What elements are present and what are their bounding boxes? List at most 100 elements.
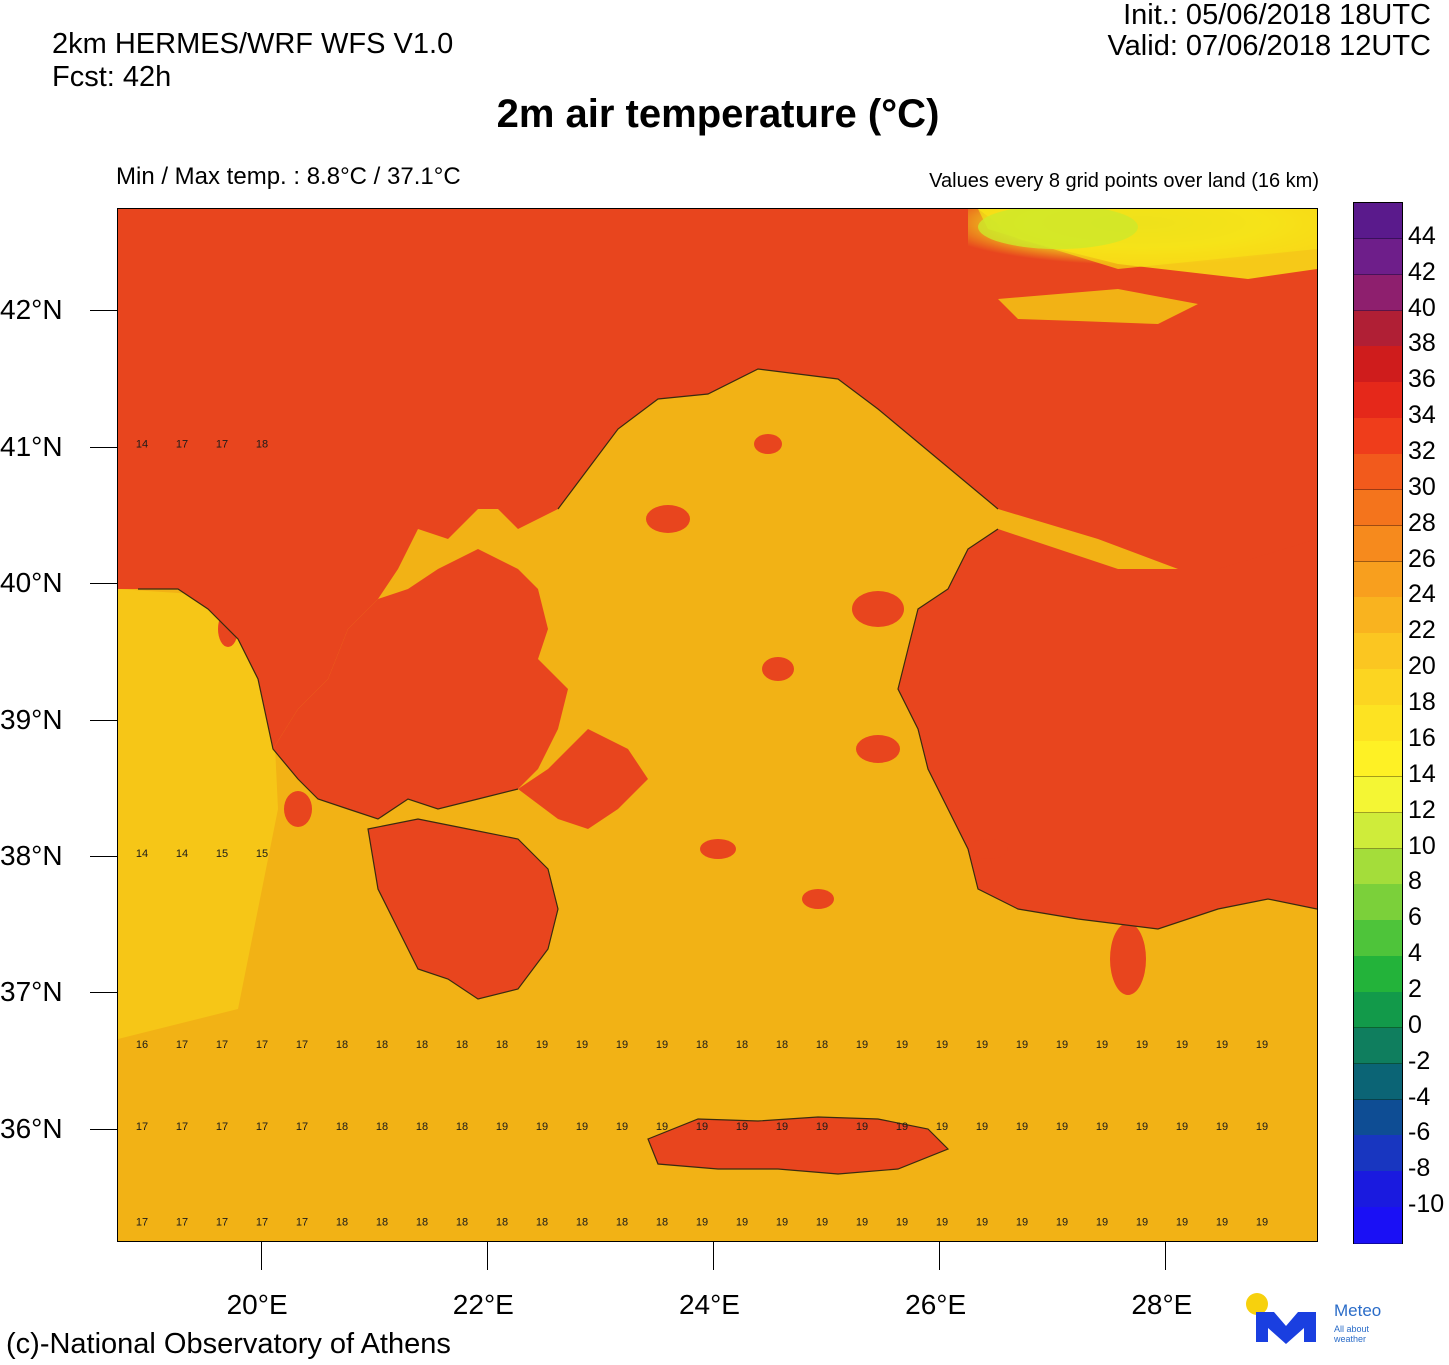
grid-value-label: 19: [656, 1039, 668, 1051]
grid-value-label: 19: [1216, 1121, 1228, 1133]
logo-m-icon: [1256, 1312, 1316, 1344]
grid-value-label: 19: [896, 1121, 908, 1133]
colorbar-label: 0: [1408, 1010, 1422, 1039]
colorbar-label: -4: [1408, 1082, 1431, 1111]
colorbar-label: 10: [1408, 831, 1436, 860]
colorbar-segment: [1354, 848, 1402, 885]
grid-value-label: 19: [1136, 1039, 1148, 1051]
grid-value-label: 19: [496, 1121, 508, 1133]
grid-value-label: 18: [496, 1216, 508, 1228]
cold-core: [978, 209, 1138, 249]
longitude-label: 24°E: [678, 1289, 740, 1320]
colorbar-label: 4: [1408, 939, 1422, 968]
island-kefalonia: [284, 791, 312, 827]
longitude-label: 20°E: [226, 1289, 288, 1320]
coastlines: [138, 368, 1317, 1175]
latitude-tick: [90, 446, 117, 448]
colorbar-segment: [1354, 454, 1402, 491]
attica-euboea: [518, 729, 648, 829]
grid-value-label: 19: [656, 1121, 668, 1133]
min-max-temp: Min / Max temp. : 8.8°C / 37.1°C: [116, 163, 461, 190]
grid-value-label: 19: [936, 1039, 948, 1051]
grid-value-label: 18: [816, 1039, 828, 1051]
longitude-tick: [486, 1242, 488, 1270]
grid-value-label: 19: [1256, 1121, 1268, 1133]
meteo-logo: Meteo All about weather: [1242, 1290, 1402, 1350]
island-rhodes: [1110, 923, 1146, 995]
model-name: 2km HERMES/WRF WFS V1.0: [52, 28, 454, 60]
island-chios: [856, 735, 900, 763]
grid-value-label: 19: [1176, 1121, 1188, 1133]
latitude-tick: [90, 855, 117, 857]
grid-value-label: 19: [976, 1039, 988, 1051]
latitude-label: 40°N: [0, 567, 63, 599]
grid-value-label: 19: [696, 1121, 708, 1133]
grid-value-label: 19: [936, 1121, 948, 1133]
island-naxos: [802, 889, 834, 909]
grid-value-label: 19: [576, 1039, 588, 1051]
mainland-central: [273, 549, 568, 819]
grid-value-label: 19: [896, 1216, 908, 1228]
grid-value-label: 19: [896, 1039, 908, 1051]
grid-value-label: 19: [1136, 1216, 1148, 1228]
grid-value-label: 19: [536, 1121, 548, 1133]
colorbar-segment: [1354, 884, 1402, 921]
forecast-hour: Fcst: 42h: [52, 61, 172, 93]
ionian-cool-sea: [118, 589, 278, 1039]
grid-value-label: 19: [1096, 1121, 1108, 1133]
valid-time: Valid: 07/06/2018 12UTC: [1107, 30, 1431, 62]
island-lesbos: [852, 591, 904, 627]
latitude-label: 39°N: [0, 703, 63, 735]
colorbar-label: 16: [1408, 723, 1436, 752]
grid-value-label: 19: [976, 1216, 988, 1228]
logo-graphic: Meteo All about weather: [1246, 1293, 1381, 1344]
grid-value-label: 19: [1056, 1121, 1068, 1133]
colorbar-segment: [1354, 669, 1402, 706]
grid-value-label: 19: [536, 1039, 548, 1051]
colorbar-label: -2: [1408, 1046, 1431, 1075]
grid-note: Values every 8 grid points over land (16…: [929, 170, 1319, 192]
latitude-tick: [90, 719, 117, 721]
grid-value-label: 19: [856, 1121, 868, 1133]
grid-value-label: 19: [1096, 1039, 1108, 1051]
colorbar-segment: [1354, 776, 1402, 814]
map-title: 2m air temperature (°C): [496, 92, 940, 136]
colorbar-label: 40: [1408, 293, 1436, 322]
grid-value-label: 19: [736, 1121, 748, 1133]
colorbar-label: -8: [1408, 1154, 1431, 1183]
colorbar-segment: [1354, 418, 1402, 455]
colorbar-segment: [1354, 1135, 1402, 1172]
longitude-tick: [260, 1242, 262, 1270]
latitude-tick: [90, 1128, 117, 1130]
map-svg: 14 17 17 18 14 14 15 15 16 17 17 17 17 18 18 18 18 18 19 19…: [118, 209, 1317, 1241]
grid-value-label: 18: [456, 1121, 468, 1133]
grid-value-label: 17: [216, 1121, 228, 1133]
grid-value-label: 17: [136, 1216, 148, 1228]
grid-value-label: 17: [216, 439, 228, 451]
grid-value-label: 18: [536, 1216, 548, 1228]
grid-value-label: 19: [1256, 1216, 1268, 1228]
grid-value-label: 17: [176, 1121, 188, 1133]
colorbar-segment: [1354, 705, 1402, 742]
colorbar-label: 22: [1408, 616, 1436, 645]
colorbar-segment: [1354, 1027, 1402, 1065]
colorbar-label: 28: [1408, 508, 1436, 537]
grid-value-label: 18: [656, 1216, 668, 1228]
colorbar-label: 34: [1408, 401, 1436, 430]
island-samos: [968, 839, 1008, 859]
grid-value-label: 17: [176, 1039, 188, 1051]
grid-value-label: 17: [256, 1121, 268, 1133]
colorbar-segment: [1354, 956, 1402, 993]
grid-value-label: 19: [1216, 1216, 1228, 1228]
grid-value-label: 19: [856, 1216, 868, 1228]
grid-value-label: 17: [296, 1039, 308, 1051]
colorbar-segment: [1354, 203, 1402, 240]
latitude-label: 42°N: [0, 294, 63, 326]
colorbar-label: -6: [1408, 1118, 1431, 1147]
colorbar-label: 42: [1408, 257, 1436, 286]
colorbar-segment: [1354, 525, 1402, 563]
longitude-label: 28°E: [1131, 1289, 1193, 1320]
grid-value-label: 18: [456, 1039, 468, 1051]
sea-value-labels: 14 17 17 18 14 14 15 15 16 17 17 17 17 18 18 18 18 18 19 19…: [136, 439, 1268, 1229]
grid-value-label: 18: [416, 1039, 428, 1051]
